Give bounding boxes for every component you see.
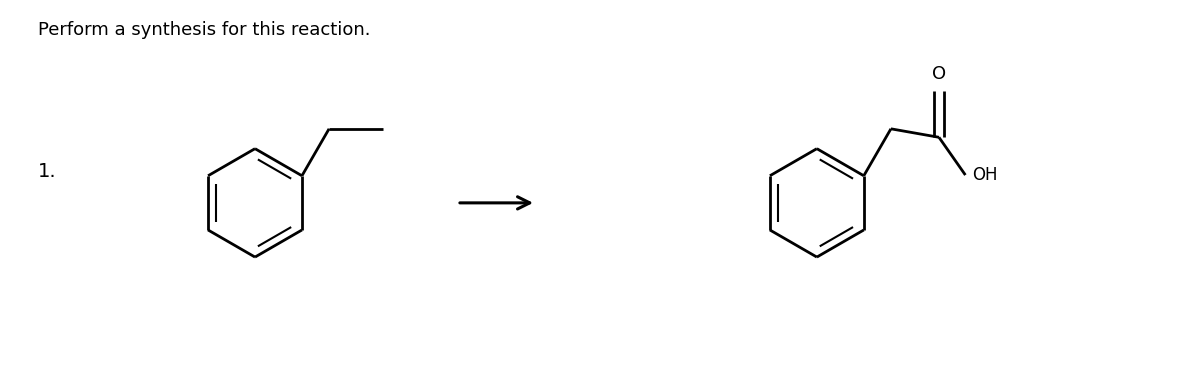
Text: O: O: [932, 65, 946, 83]
Text: 1.: 1.: [38, 161, 56, 180]
Text: Perform a synthesis for this reaction.: Perform a synthesis for this reaction.: [38, 21, 371, 38]
Text: OH: OH: [972, 166, 997, 184]
